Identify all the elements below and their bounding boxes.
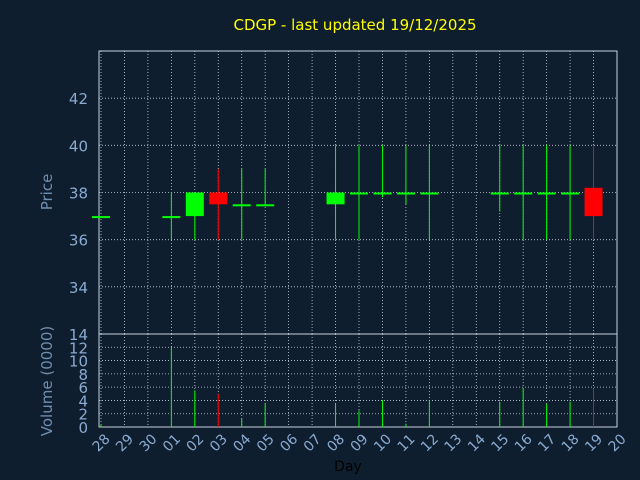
price-y-tick-label: 40 <box>69 137 88 155</box>
candle-body <box>514 192 533 195</box>
candle <box>209 168 228 240</box>
candle-body <box>326 192 345 205</box>
candle-body <box>256 204 275 207</box>
candle-body <box>420 192 439 195</box>
candle-body <box>584 187 603 217</box>
volume-y-tick-label: 14 <box>69 326 88 344</box>
volume-y-tick-label: 4 <box>78 392 88 410</box>
candle <box>92 216 110 219</box>
candle-body <box>232 204 251 207</box>
candle-body <box>162 216 181 219</box>
day-x-ticks: 28 29 30 01 02 03 04 05 06 07 08 09 10 11 12 13 14 15 16 17… <box>90 431 630 455</box>
candle-body <box>537 192 556 195</box>
candle <box>232 168 251 240</box>
candle <box>420 145 439 240</box>
candle <box>326 145 345 240</box>
candle <box>537 145 556 240</box>
day-axis-label: Day <box>334 459 362 475</box>
candle <box>185 192 204 240</box>
price-y-tick-label: 36 <box>69 232 88 250</box>
candle <box>350 145 368 240</box>
price-y-tick-label: 42 <box>69 90 88 108</box>
candle-body <box>561 192 580 195</box>
volume-y-tick-label: 10 <box>69 353 88 371</box>
volume-grid <box>99 333 618 428</box>
price-y-tick-label: 34 <box>69 279 88 297</box>
volume-y-tick-label: 12 <box>69 339 88 357</box>
candle-body <box>185 192 204 217</box>
volume-y-tick-label: 0 <box>78 419 88 437</box>
candle <box>256 168 275 207</box>
candle-body <box>92 216 110 219</box>
candle <box>584 145 603 240</box>
price-axis-label: Price <box>38 174 56 211</box>
candle <box>373 145 392 198</box>
candles <box>92 145 603 240</box>
volume-y-tick-label: 6 <box>78 379 88 397</box>
candle-body <box>396 192 415 195</box>
price-y-tick-label: 38 <box>69 185 88 203</box>
candle-body <box>209 192 228 205</box>
candle <box>561 145 580 240</box>
volume-y-tick-label: 2 <box>78 406 88 424</box>
volume-axis-label: Volume (0000) <box>38 326 56 436</box>
candle <box>162 192 181 240</box>
price-panel: 34 36 38 40 42 Price <box>38 50 618 335</box>
candle-body <box>350 192 368 195</box>
candle-body <box>490 192 509 195</box>
candle <box>490 145 509 212</box>
volume-bars <box>100 347 595 427</box>
candle-body <box>373 192 392 195</box>
price-y-ticks: 34 36 38 40 42 <box>69 90 88 297</box>
candle <box>514 145 533 240</box>
volume-y-tick-label: 8 <box>78 366 88 384</box>
chart-title: CDGP - last updated 19/12/2025 <box>233 16 476 34</box>
candle <box>396 145 415 205</box>
